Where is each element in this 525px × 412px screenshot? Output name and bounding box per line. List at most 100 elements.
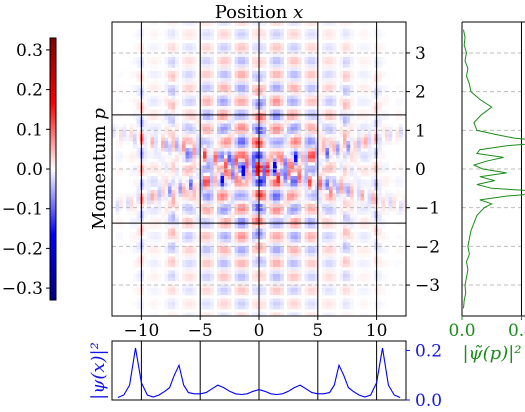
heatmap-cell [168, 207, 172, 212]
heatmap-cell [294, 120, 298, 124]
heatmap-cell [381, 186, 386, 191]
heatmap-cell [241, 155, 246, 159]
heatmap-cell [322, 109, 326, 114]
heatmap-cell [168, 46, 172, 51]
heatmap-cell [199, 81, 204, 86]
heatmap-cell [220, 78, 225, 82]
heatmap-cell [241, 85, 246, 89]
heatmap-cell [367, 99, 372, 103]
heatmap-cell [241, 277, 246, 282]
heatmap-cell [262, 92, 267, 96]
heatmap-cell [157, 249, 162, 254]
heatmap-cell [318, 218, 323, 222]
heatmap-cell [164, 95, 169, 100]
heatmap-cell [203, 239, 207, 243]
heatmap-cell [381, 60, 386, 65]
heatmap-cell [297, 263, 302, 268]
heatmap-cell [259, 57, 263, 61]
heatmap-cell [259, 46, 263, 51]
heatmap-cell [199, 305, 204, 310]
heatmap-cell [273, 218, 277, 222]
heatmap-cell [199, 200, 204, 205]
heatmap-cell [199, 214, 204, 219]
heatmap-cell [189, 270, 193, 275]
heatmap-cell [238, 39, 242, 44]
heatmap-cell [210, 291, 214, 296]
heatmap-cell [273, 85, 277, 89]
heatmap-cell [255, 85, 260, 89]
heatmap-cell [315, 172, 319, 177]
heatmap-cell [259, 74, 263, 79]
heatmap-cell [364, 81, 368, 86]
heatmap-cell [171, 288, 176, 292]
heatmap-cell [136, 263, 141, 268]
heatmap-cell [143, 246, 148, 250]
heatmap-cell [241, 267, 246, 271]
heatmap-cell [294, 270, 298, 275]
heatmap-cell [308, 155, 312, 159]
heatmap-cell [185, 274, 190, 278]
heatmap-cell [304, 158, 309, 163]
heatmap-cell [287, 29, 291, 33]
heatmap-cell [203, 74, 207, 79]
heatmap-cell [192, 165, 197, 170]
heatmap-cell [227, 253, 232, 257]
heatmap-cell [227, 256, 232, 261]
heatmap-cell [266, 176, 270, 180]
heatmap-cell [199, 246, 204, 250]
heatmap-cell [322, 288, 326, 292]
heatmap-cell [192, 235, 197, 240]
heatmap-cell [346, 263, 351, 268]
heatmap-cell [224, 235, 228, 240]
heatmap-cell [245, 176, 249, 180]
heatmap-cell [332, 246, 337, 250]
heatmap-cell [290, 242, 295, 247]
heatmap-cell [245, 291, 249, 296]
heatmap-cell [203, 232, 207, 236]
heatmap-cell [259, 120, 263, 124]
heatmap-cell [185, 267, 190, 271]
heatmap-cell [245, 92, 249, 96]
heatmap-cell [360, 85, 365, 89]
heatmap-cell [304, 190, 309, 194]
heatmap-cell [315, 102, 319, 107]
heatmap-cell [322, 298, 326, 303]
heatmap-cell [203, 88, 207, 93]
heatmap-cell [262, 242, 267, 247]
heatmap-cell [273, 207, 277, 212]
heatmap-cell [203, 53, 207, 58]
heatmap-cell [290, 288, 295, 292]
heatmap-cell [301, 158, 305, 163]
heatmap-cell [329, 36, 333, 40]
heatmap-cell [234, 32, 239, 37]
heatmap-cell [311, 95, 316, 100]
heatmap-cell [241, 32, 246, 37]
heatmap-cell [294, 53, 298, 58]
heatmap-cell [203, 85, 207, 89]
heatmap-cell [203, 71, 207, 75]
heatmap-cell [276, 74, 281, 79]
heatmap-cell [129, 123, 134, 128]
heatmap-cell [143, 225, 148, 229]
heatmap-cell [378, 92, 382, 96]
heatmap-cell [154, 95, 158, 100]
heatmap-cell [210, 172, 214, 177]
heatmap-cell [287, 204, 291, 208]
heatmap-cell [203, 242, 207, 247]
heatmap-cell [304, 127, 309, 131]
heatmap-cell [143, 197, 148, 201]
heatmap-cell [329, 57, 333, 61]
heatmap-cell [140, 57, 144, 61]
heatmap-cell [339, 106, 344, 110]
heatmap-cell [269, 260, 274, 264]
heatmap-cell [259, 78, 263, 82]
heatmap-cell [318, 186, 323, 191]
heatmap-cell [224, 225, 228, 229]
heatmap-cell [294, 277, 298, 282]
heatmap-cell [175, 225, 179, 229]
heatmap-cell [136, 302, 141, 306]
heatmap-cell [318, 151, 323, 156]
heatmap-cell [112, 134, 116, 138]
heatmap-cell [150, 127, 155, 131]
heatmap-cell [332, 186, 337, 191]
